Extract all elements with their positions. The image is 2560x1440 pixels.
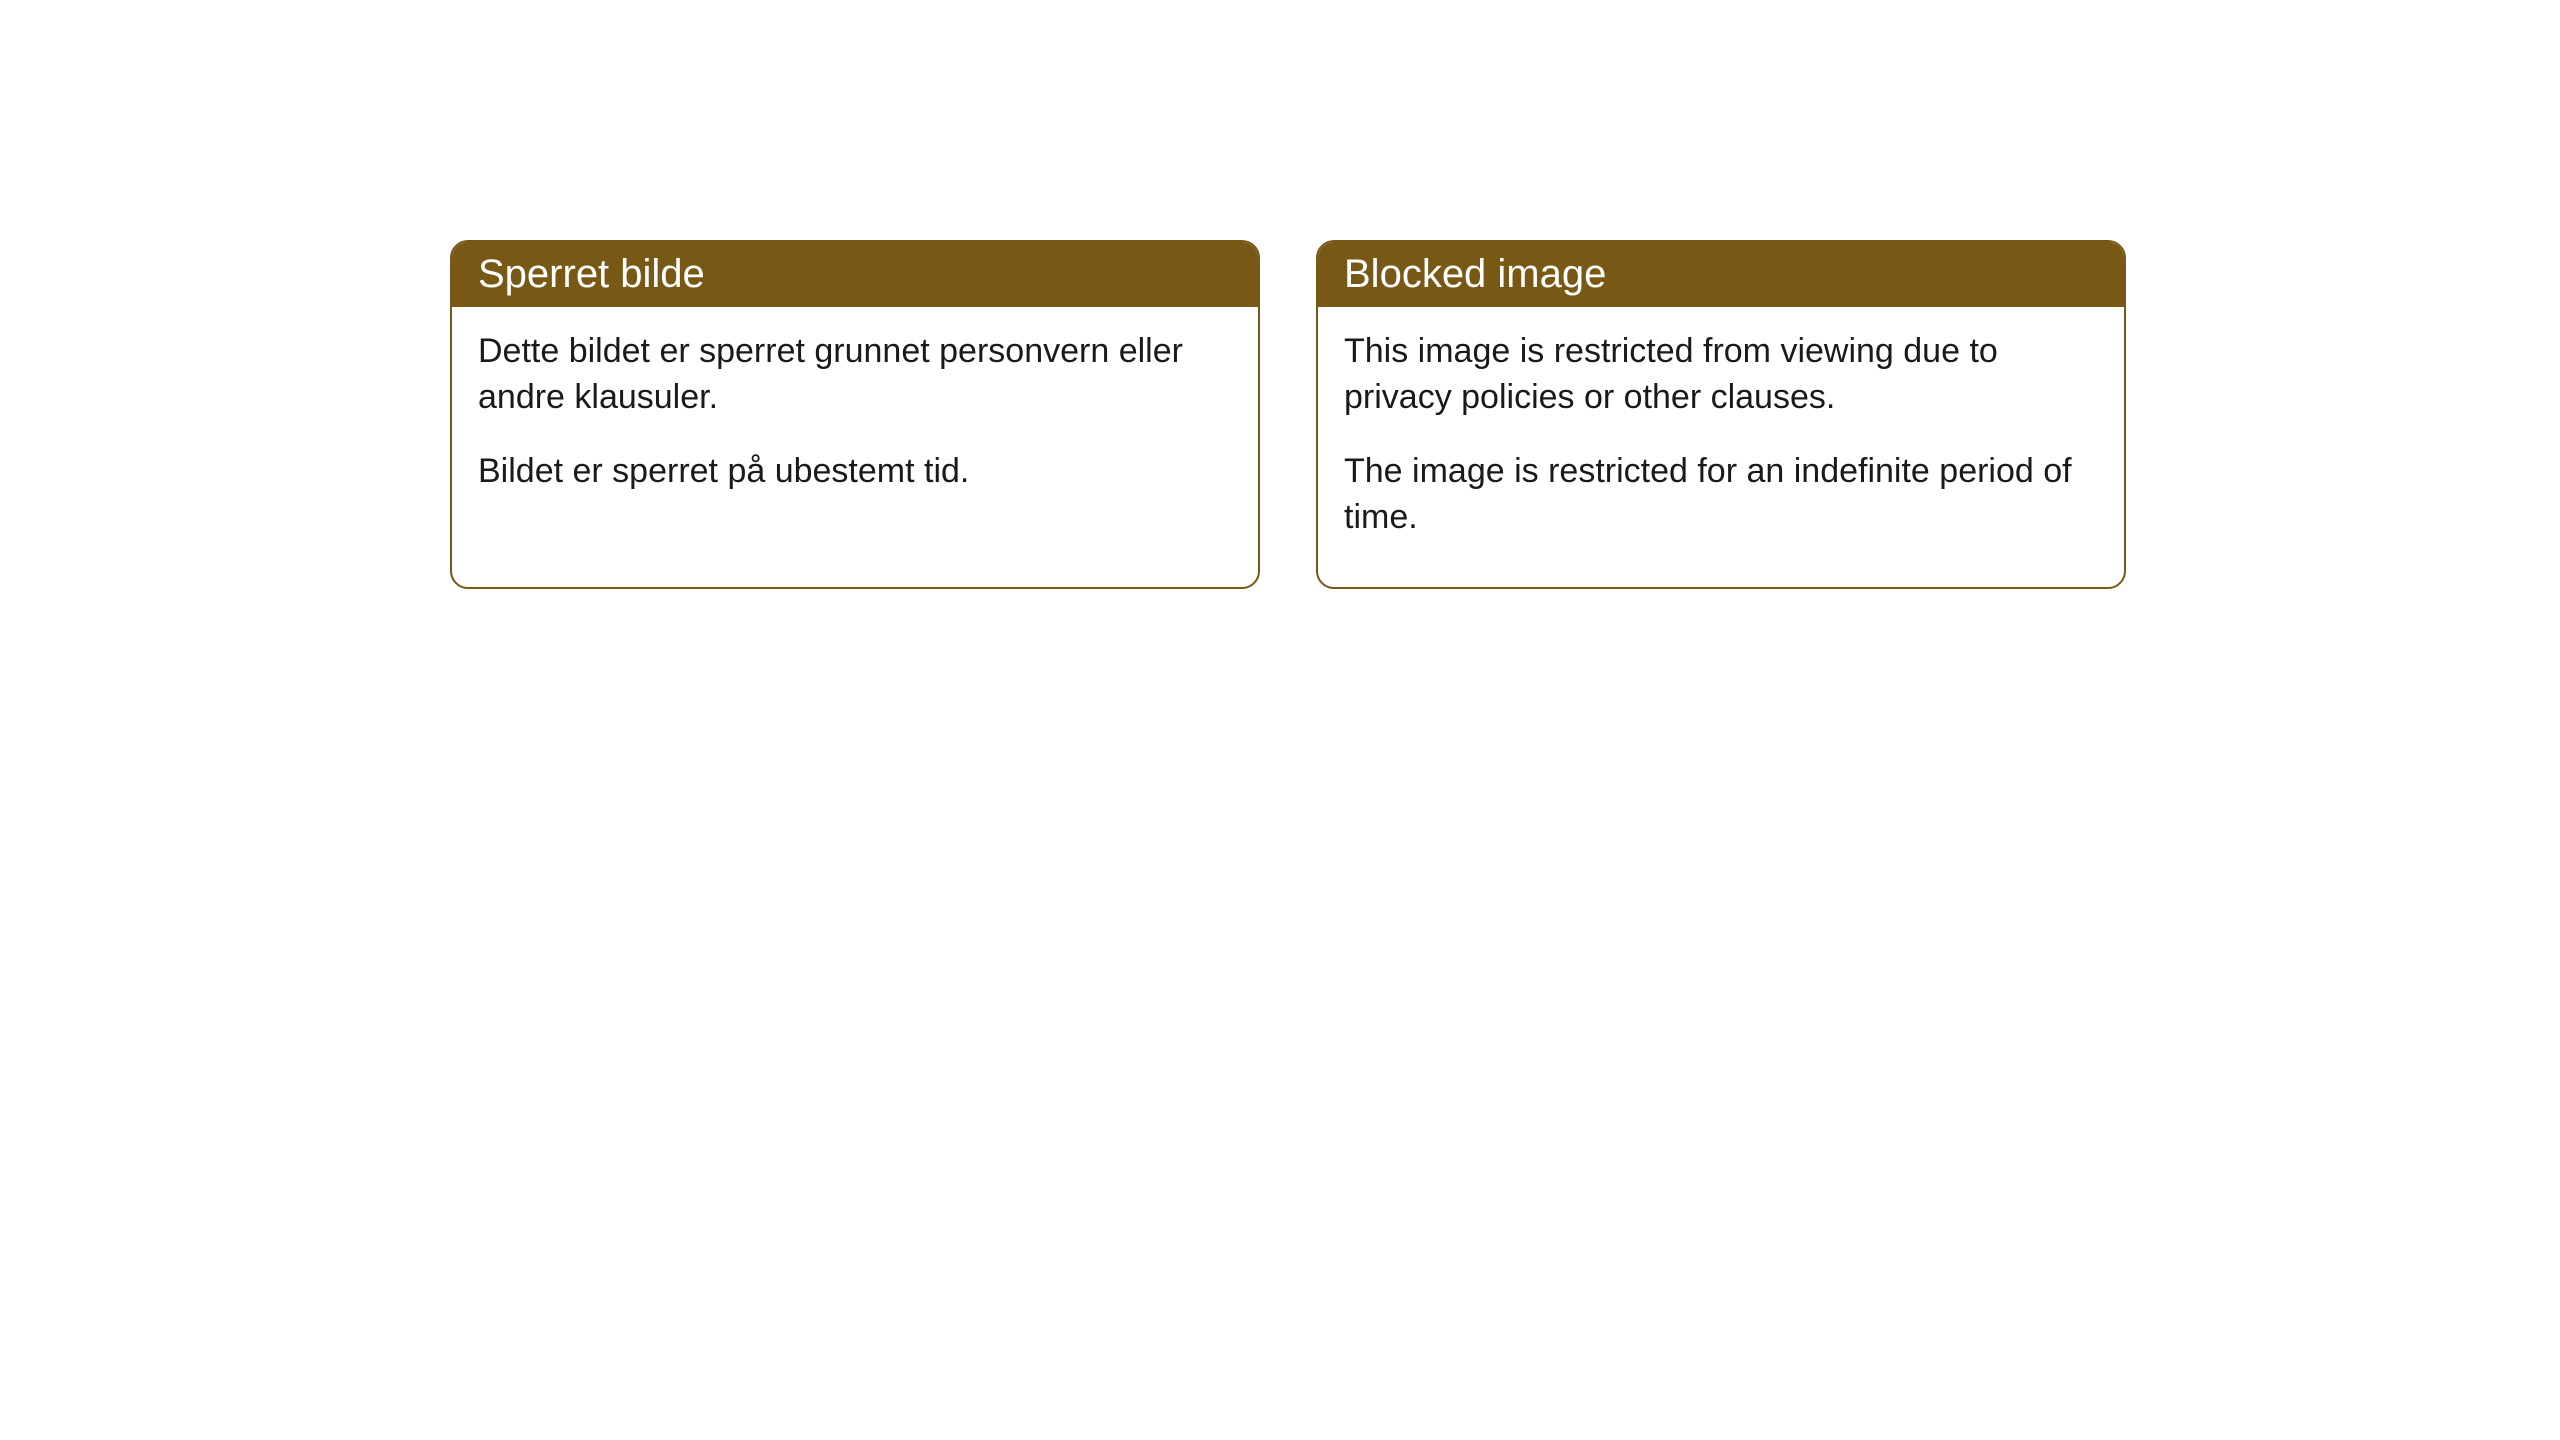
notice-body-norwegian: Dette bildet er sperret grunnet personve… <box>452 307 1258 541</box>
notice-text-1: This image is restricted from viewing du… <box>1344 329 2098 421</box>
notice-header-english: Blocked image <box>1318 242 2124 307</box>
notice-card-english: Blocked image This image is restricted f… <box>1316 240 2126 589</box>
notice-text-2: The image is restricted for an indefinit… <box>1344 449 2098 541</box>
notice-body-english: This image is restricted from viewing du… <box>1318 307 2124 587</box>
notice-card-norwegian: Sperret bilde Dette bildet er sperret gr… <box>450 240 1260 589</box>
notice-text-2: Bildet er sperret på ubestemt tid. <box>478 449 1232 495</box>
notice-text-1: Dette bildet er sperret grunnet personve… <box>478 329 1232 421</box>
notice-header-norwegian: Sperret bilde <box>452 242 1258 307</box>
notice-container: Sperret bilde Dette bildet er sperret gr… <box>450 240 2126 589</box>
